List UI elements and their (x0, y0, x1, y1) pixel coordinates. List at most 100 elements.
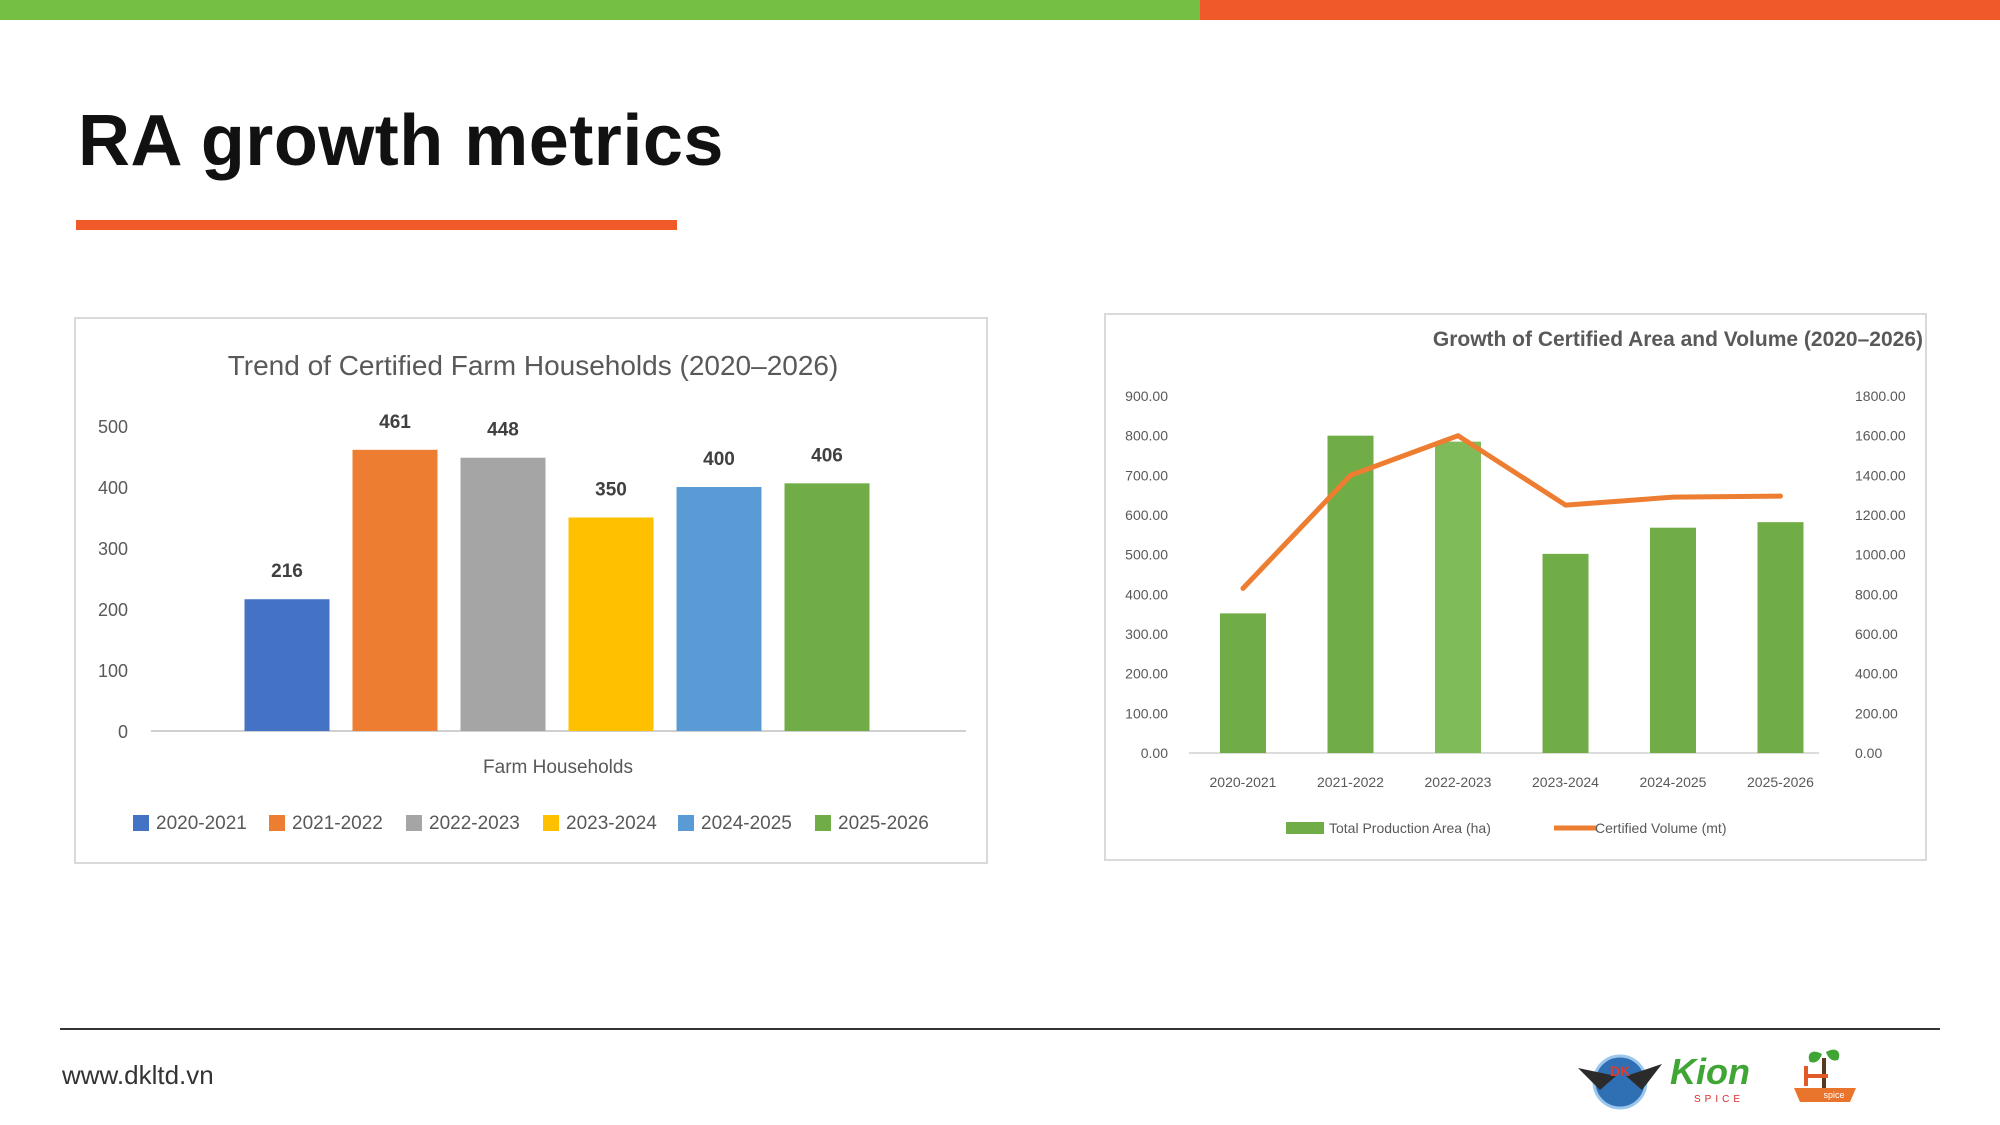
chart2-left-y-tick: 200.00 (1125, 666, 1168, 682)
chart2-right-y-tick: 1400.00 (1855, 467, 1906, 483)
chart2-right-y-tick: 1200.00 (1855, 507, 1906, 523)
chart1-legend-label: 2025-2026 (838, 813, 929, 834)
chart1-legend-label: 2020-2021 (156, 813, 247, 834)
brand-logos: DK Kion SPICE spice (1568, 1040, 1868, 1112)
chart1-y-tick: 100 (98, 661, 128, 681)
chart2-right-y-tick: 1600.00 (1855, 428, 1906, 444)
chart1-data-label: 406 (811, 445, 843, 466)
chart2-volume-point (1349, 473, 1352, 477)
chart2-legend-item-area: Total Production Area (ha) (1286, 820, 1491, 836)
chart1-legend-swatch (406, 815, 422, 831)
footer-url[interactable]: www.dkltd.vn (62, 1060, 214, 1090)
chart2-x-tick: 2020-2021 (1210, 774, 1277, 790)
chart2-volume-point (1779, 494, 1782, 498)
chart1-bar-2024-2025 (676, 487, 762, 731)
chart1-data-label: 216 (271, 561, 303, 582)
chart1-legend-item: 2020-2021 (133, 813, 247, 834)
chart2-volume-line (1240, 433, 1783, 591)
chart2-x-tick: 2025-2026 (1747, 774, 1814, 790)
chart2-right-y-tick: 0.00 (1855, 745, 1882, 761)
chart1-legend-swatch (133, 815, 149, 831)
chart1-x-axis-label: Farm Households (483, 757, 633, 778)
kion-logo-text: Kion (1670, 1051, 1750, 1092)
chart2-legend-label: Total Production Area (ha) (1329, 820, 1491, 836)
chart1-y-tick: 400 (98, 478, 128, 498)
chart2-title: Growth of Certified Area and Volume (202… (1433, 328, 1923, 351)
chart1-bar-2022-2023 (460, 457, 546, 731)
spice-logo: spice (1794, 1049, 1856, 1102)
chart1-y-tick: 300 (98, 539, 128, 559)
chart1-bar-2025-2026 (784, 483, 870, 731)
chart1-legend-label: 2023-2024 (566, 813, 657, 834)
chart2-left-y-tick: 0.00 (1141, 745, 1168, 761)
chart1-legend-swatch (815, 815, 831, 831)
chart1-y-tick: 0 (118, 722, 128, 742)
chart2-volume-point (1671, 495, 1675, 499)
chart1-legend-item: 2022-2023 (406, 813, 520, 834)
chart2-right-y-tick: 1800.00 (1855, 388, 1906, 404)
chart2-left-y-tick: 500.00 (1125, 547, 1168, 563)
chart2-right-y-tick: 400.00 (1855, 666, 1898, 682)
chart1-legend-item: 2023-2024 (543, 813, 657, 834)
dk-logo: DK (1578, 1054, 1662, 1110)
title-underline (76, 220, 677, 230)
chart2-bar-2025-2026 (1757, 522, 1804, 753)
kion-logo: Kion SPICE (1670, 1051, 1750, 1105)
chart1-data-label: 350 (595, 480, 627, 501)
chart1-data-label: 400 (703, 449, 735, 470)
chart2-volume-point (1564, 503, 1567, 507)
spice-logo-text: spice (1823, 1090, 1844, 1100)
dk-logo-text: DK (1610, 1063, 1630, 1079)
chart2-bar-2021-2022 (1327, 435, 1374, 753)
chart2-volume-point (1456, 434, 1460, 438)
chart1-y-tick: 500 (98, 417, 128, 437)
chart2-x-tick: 2024-2025 (1640, 774, 1707, 790)
chart2-right-y-tick: 1000.00 (1855, 547, 1906, 563)
chart2-left-y-tick: 900.00 (1125, 388, 1168, 404)
chart2-bar-2023-2024 (1542, 553, 1589, 753)
top-accent-bar-green (0, 0, 1200, 20)
chart2-legend-swatch-bar (1286, 822, 1324, 834)
chart2-legend-item-volume: Certified Volume (mt) (1554, 820, 1726, 836)
top-accent-bar-orange (1200, 0, 2000, 20)
chart1-bar-2021-2022 (352, 449, 438, 731)
chart1-legend-swatch (678, 815, 694, 831)
chart1-legend-label: 2022-2023 (429, 813, 520, 834)
chart2-left-y-tick: 400.00 (1125, 586, 1168, 602)
chart1-legend-label: 2021-2022 (292, 813, 383, 834)
area-volume-chart-frame: Growth of Certified Area and Volume (202… (1104, 313, 1927, 861)
chart2-volume-point (1241, 586, 1245, 590)
chart1-legend-label: 2024-2025 (701, 813, 792, 834)
chart2-bar-2020-2021 (1220, 613, 1266, 753)
chart2-left-y-tick: 800.00 (1125, 428, 1168, 444)
chart2-legend-label: Certified Volume (mt) (1595, 820, 1726, 836)
chart1-title: Trend of Certified Farm Households (2020… (228, 350, 839, 381)
chart2-right-y-tick: 200.00 (1855, 705, 1898, 721)
chart2-right-y-tick: 600.00 (1855, 626, 1898, 642)
chart1-legend-swatch (269, 815, 285, 831)
chart2-x-tick: 2022-2023 (1425, 774, 1492, 790)
kion-logo-subtext: SPICE (1694, 1094, 1744, 1105)
chart1-legend-swatch (543, 815, 559, 831)
chart1-bar-2023-2024 (568, 517, 654, 731)
footer-divider (60, 1028, 1940, 1030)
chart1-legend-item: 2025-2026 (815, 813, 929, 834)
chart1-bar-2020-2021 (244, 599, 330, 731)
chart2-left-y-tick: 300.00 (1125, 626, 1168, 642)
chart2-right-y-tick: 800.00 (1855, 586, 1898, 602)
page-title: RA growth metrics (78, 101, 724, 181)
chart1-data-label: 461 (379, 412, 411, 433)
chart2-left-y-tick: 100.00 (1125, 705, 1168, 721)
households-bar-chart: Trend of Certified Farm Households (2020… (98, 350, 966, 834)
chart1-legend-item: 2024-2025 (678, 813, 792, 834)
chart2-bar-2024-2025 (1650, 527, 1696, 753)
chart1-data-label: 448 (487, 420, 519, 441)
chart2-x-tick: 2021-2022 (1317, 774, 1384, 790)
households-chart-frame: Trend of Certified Farm Households (2020… (74, 317, 988, 864)
chart2-bar-2022-2023 (1435, 441, 1481, 753)
chart2-left-y-tick: 600.00 (1125, 507, 1168, 523)
chart2-x-tick: 2023-2024 (1532, 774, 1599, 790)
area-volume-combo-chart: Growth of Certified Area and Volume (202… (1125, 328, 1923, 836)
chart2-left-y-tick: 700.00 (1125, 467, 1168, 483)
chart1-y-tick: 200 (98, 600, 128, 620)
